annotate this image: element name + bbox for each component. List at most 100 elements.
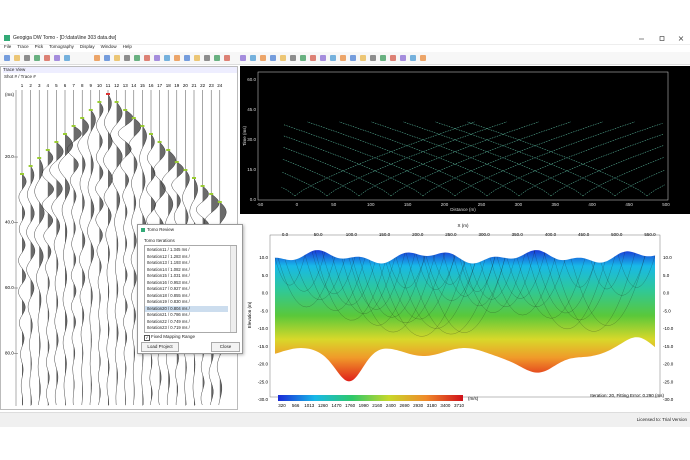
colorbar-label: 320 bbox=[278, 403, 286, 408]
y-tick-label: -5.0 bbox=[260, 308, 268, 313]
tool-button[interactable] bbox=[270, 55, 276, 61]
colorbar bbox=[278, 395, 463, 401]
menu-item[interactable]: Trace bbox=[17, 44, 29, 49]
x-tick-label: 250 bbox=[478, 202, 486, 207]
pick-marker bbox=[217, 201, 222, 203]
tool-button[interactable] bbox=[400, 55, 406, 61]
trace-number: 18 bbox=[166, 83, 172, 88]
tool-button[interactable] bbox=[4, 55, 10, 61]
trace-number: 14 bbox=[131, 83, 137, 88]
tool-button[interactable] bbox=[350, 55, 356, 61]
ray-path bbox=[489, 257, 556, 316]
close-button[interactable]: Close bbox=[211, 342, 240, 352]
y-tick-label: -15.0 bbox=[258, 344, 269, 349]
tool-button[interactable] bbox=[124, 55, 130, 61]
tool-button[interactable] bbox=[360, 55, 366, 61]
load-project-button[interactable]: Load Project bbox=[141, 342, 179, 352]
checkbox[interactable]: ✓ bbox=[144, 335, 150, 341]
tool-button[interactable] bbox=[340, 55, 346, 61]
list-item[interactable]: Iteration17 / 0.927 ms / bbox=[147, 286, 190, 291]
tool-button[interactable] bbox=[204, 55, 210, 61]
colorbar-label: 2160 bbox=[372, 403, 383, 408]
list-item[interactable]: Iteration18 / 0.855 ms / bbox=[147, 292, 190, 298]
tool-button[interactable] bbox=[240, 55, 246, 61]
tool-button[interactable] bbox=[174, 55, 180, 61]
group-label: Tomo Iterations bbox=[144, 238, 175, 243]
y-tick-label: 45.0 bbox=[247, 107, 256, 112]
panel-title: Trace View bbox=[3, 67, 237, 73]
tool-button[interactable] bbox=[194, 55, 200, 61]
x-tick-label: 450.0 bbox=[578, 232, 590, 237]
plot-frame bbox=[269, 234, 661, 398]
y-tick-label: -30.0 bbox=[258, 397, 269, 402]
tool-button[interactable] bbox=[144, 55, 150, 61]
list-item[interactable]: Iteration21 / 0.786 ms / bbox=[147, 312, 190, 317]
tool-button[interactable] bbox=[320, 55, 326, 61]
trace-number: 2 bbox=[29, 83, 32, 88]
trace-number: 9 bbox=[90, 83, 93, 88]
tool-button[interactable] bbox=[134, 55, 140, 61]
y-tick-label: -30.0 bbox=[663, 397, 674, 402]
list-item[interactable]: Iteration11 / 1.345 ms / bbox=[147, 247, 190, 252]
ray-path bbox=[469, 258, 516, 300]
tool-button[interactable] bbox=[14, 55, 20, 61]
iteration-list[interactable]: Iteration11 / 1.345 ms / Iteration12 / 1.… bbox=[144, 245, 237, 333]
tool-button[interactable] bbox=[24, 55, 30, 61]
tool-button[interactable] bbox=[94, 55, 100, 61]
y-axis-label: Elevation (m) bbox=[247, 301, 252, 328]
x-tick-label: 400 bbox=[588, 202, 596, 207]
trace-fill bbox=[99, 90, 104, 406]
tool-button[interactable] bbox=[420, 55, 426, 61]
tool-button[interactable] bbox=[370, 55, 376, 61]
trace-wiggle bbox=[18, 90, 27, 406]
tool-button[interactable] bbox=[104, 55, 110, 61]
list-item[interactable]: Iteration20 / 0.804 ms / bbox=[145, 305, 228, 312]
tool-button[interactable] bbox=[214, 55, 220, 61]
tool-button[interactable] bbox=[64, 55, 70, 61]
tool-button[interactable] bbox=[164, 55, 170, 61]
scrollbar[interactable] bbox=[230, 246, 236, 332]
tool-button[interactable] bbox=[260, 55, 266, 61]
list-item[interactable]: Iteration15 / 1.031 ms / bbox=[147, 273, 190, 278]
checkbox-label: Fixed Mapping Range bbox=[151, 334, 196, 339]
list-item[interactable]: Iteration13 / 1.193 ms / bbox=[147, 260, 190, 265]
tool-button[interactable] bbox=[114, 55, 120, 61]
app-icon bbox=[4, 35, 10, 41]
list-item[interactable]: Iteration23 / 0.719 ms / bbox=[147, 325, 190, 330]
menu-item[interactable]: Window bbox=[100, 44, 117, 49]
menu-item[interactable]: Help bbox=[122, 44, 132, 49]
tool-button[interactable] bbox=[300, 55, 306, 61]
list-item[interactable]: Iteration14 / 1.082 ms / bbox=[147, 266, 190, 272]
ray-path bbox=[405, 252, 496, 335]
tool-button[interactable] bbox=[224, 55, 230, 61]
tool-button[interactable] bbox=[34, 55, 40, 61]
tool-button[interactable] bbox=[380, 55, 386, 61]
tool-button[interactable] bbox=[184, 55, 190, 61]
list-item[interactable]: Iteration19 / 0.830 ms / bbox=[147, 299, 190, 304]
menu-item[interactable]: Display bbox=[79, 44, 95, 49]
list-item[interactable]: Iteration22 / 0.749 ms / bbox=[147, 318, 190, 324]
list-item[interactable]: Iteration12 / 1.283 ms / bbox=[147, 253, 190, 259]
tool-button[interactable] bbox=[44, 55, 50, 61]
window-controls[interactable] bbox=[630, 34, 690, 43]
y-tick-label: -10.0 bbox=[663, 326, 674, 331]
tool-button[interactable] bbox=[290, 55, 296, 61]
tool-button[interactable] bbox=[390, 55, 396, 61]
tool-button[interactable] bbox=[54, 55, 60, 61]
pick-marker bbox=[20, 173, 24, 175]
tool-button[interactable] bbox=[310, 55, 316, 61]
menu-item[interactable]: Tomography bbox=[49, 44, 74, 49]
tool-button[interactable] bbox=[154, 55, 160, 61]
tool-button[interactable] bbox=[250, 55, 256, 61]
plot-frame bbox=[257, 71, 669, 201]
tool-button[interactable] bbox=[280, 55, 286, 61]
tool-button[interactable] bbox=[330, 55, 336, 61]
tool-button[interactable] bbox=[410, 55, 416, 61]
menu-item[interactable]: File bbox=[4, 44, 12, 49]
list-item[interactable]: Iteration16 / 0.953 ms / bbox=[147, 279, 190, 285]
pick-marker bbox=[157, 141, 162, 143]
trace-wiggle bbox=[95, 90, 104, 406]
menu-item[interactable]: Pick bbox=[34, 44, 44, 49]
calc-curve bbox=[402, 121, 584, 197]
x-tick-label: 350.0 bbox=[512, 232, 524, 237]
